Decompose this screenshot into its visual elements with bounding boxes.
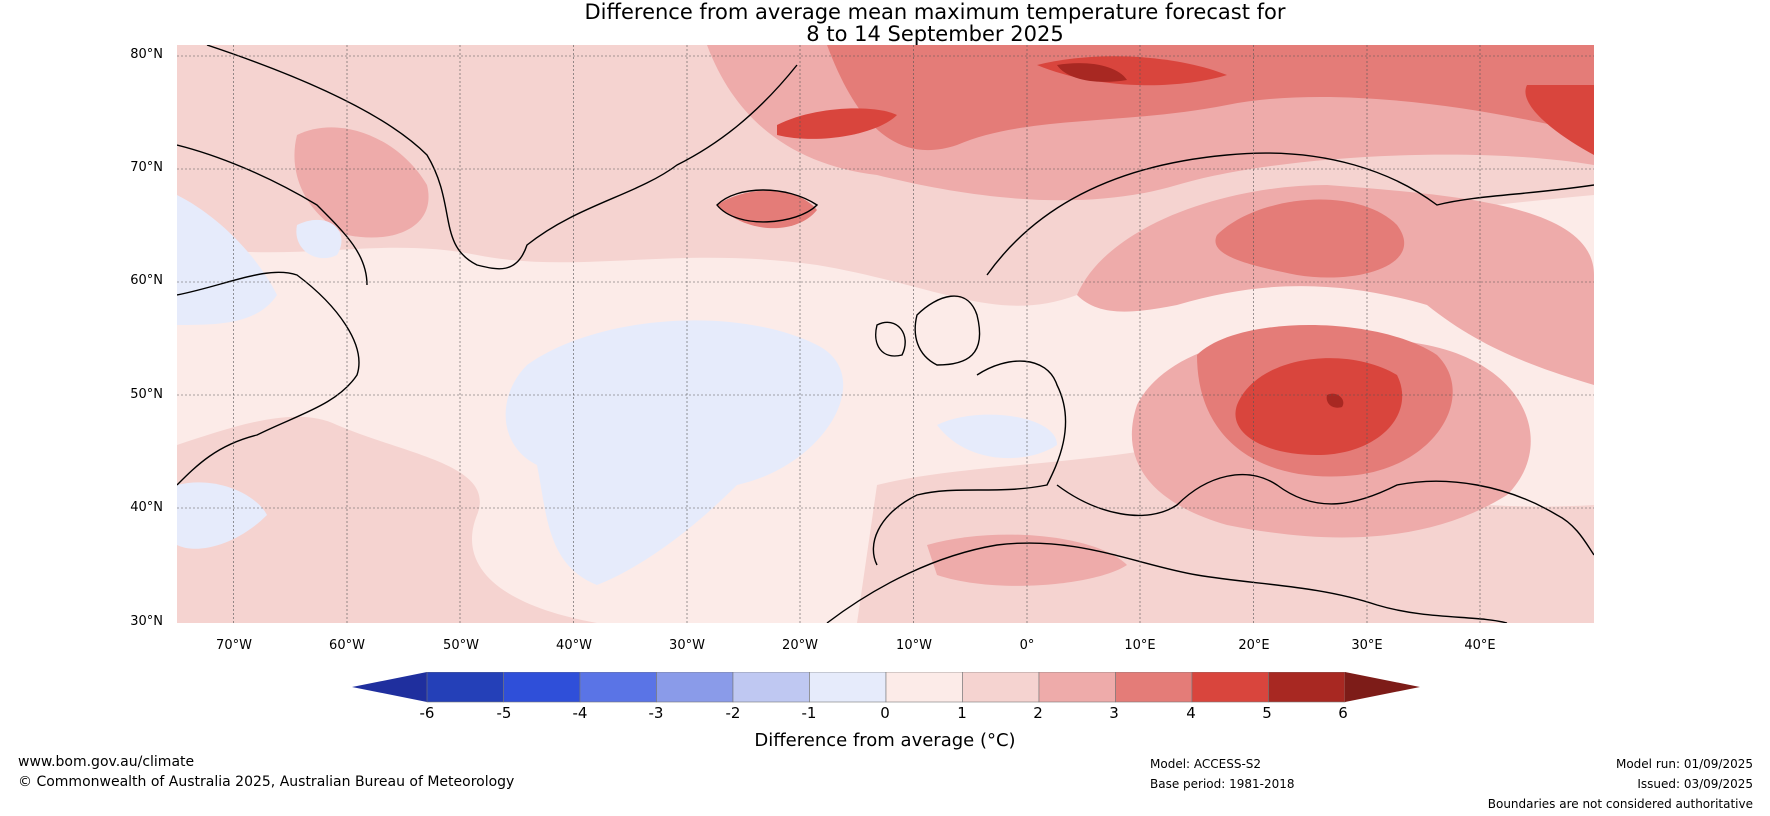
lon-label-10w: 10°W (896, 638, 932, 653)
coastlines (177, 45, 1594, 623)
map-svg (177, 45, 1594, 623)
colorbar-cell (1268, 672, 1346, 703)
lat-label-50n: 50°N (130, 387, 163, 402)
colorbar-tick-label: -1 (801, 704, 817, 722)
colorbar-cell (885, 672, 963, 703)
chart-title-line2: 8 to 14 September 2025 (806, 22, 1064, 46)
lon-label-40e: 40°E (1464, 638, 1496, 653)
colorbar-extend-high (1345, 672, 1420, 702)
colorbar-tick-label: 5 (1262, 704, 1272, 722)
lon-label-40w: 40°W (556, 638, 592, 653)
colorbar-cell (579, 672, 657, 703)
lon-label-30e: 30°E (1351, 638, 1383, 653)
very-hot-region-europe (1326, 393, 1344, 408)
lat-label-40n: 40°N (130, 500, 163, 515)
colorbar-tick-label: 0 (880, 704, 890, 722)
graticule (177, 45, 1594, 623)
hot-region-eastern-europe (1235, 358, 1403, 455)
warm-region-scandinavia (1077, 185, 1594, 385)
warm-region-southwest (177, 416, 597, 623)
lon-label-50w: 50°W (443, 638, 479, 653)
colorbar-tick-label: 4 (1186, 704, 1196, 722)
coastline-baffin-island (177, 144, 368, 286)
cool-region-labrador (177, 195, 277, 325)
lon-label-20e: 20°E (1238, 638, 1270, 653)
colorbar-extend-low (352, 672, 427, 702)
lon-label-0: 0° (1019, 638, 1035, 653)
colorbar (352, 672, 1420, 703)
lat-label-80n: 80°N (130, 47, 163, 62)
cool-region-us-east (177, 482, 267, 549)
cool-region-atlantic (505, 320, 844, 585)
footer-disclaimer: Boundaries are not considered authoritat… (1487, 797, 1753, 811)
lon-label-30w: 30°W (669, 638, 705, 653)
coastline-north-africa (826, 542, 1508, 623)
coastline-scandinavia (986, 152, 1594, 276)
colorbar-cell (962, 672, 1040, 703)
footer-base-period: Base period: 1981-2018 (1150, 777, 1295, 791)
colorbar-cell (1115, 672, 1193, 703)
cool-region-baffin (296, 219, 342, 259)
colorbar-cell (426, 672, 504, 703)
footer-copyright: © Commonwealth of Australia 2025, Austra… (18, 774, 515, 790)
colorbar-tick-label: -6 (419, 704, 435, 722)
lon-label-10e: 10°E (1124, 638, 1156, 653)
footer-model: Model: ACCESS-S2 (1150, 757, 1262, 771)
warm-region-svalbard (827, 45, 1594, 151)
forecast-map (177, 45, 1594, 623)
lat-label-70n: 70°N (130, 160, 163, 175)
colorbar-tick-label: -5 (496, 704, 512, 722)
colorbar-tick-label: 3 (1109, 704, 1119, 722)
hot-region-barents (1525, 85, 1594, 155)
coastline-greenland (206, 45, 798, 270)
colorbar-tick-label: -4 (572, 704, 588, 722)
lon-label-70w: 70°W (216, 638, 252, 653)
coastline-labrador (177, 271, 360, 486)
coastline-iceland (716, 189, 819, 223)
coastline-ireland (875, 321, 906, 357)
colorbar-cell (732, 672, 810, 703)
footer-model-run: Model run: 01/09/2025 (1615, 757, 1753, 771)
coastline-mediterranean (1056, 473, 1594, 556)
warm-region-greenland-west (294, 127, 429, 238)
colorbar-tick-label: 6 (1338, 704, 1348, 722)
colorbar-cell (1038, 672, 1116, 703)
footer-issued: Issued: 03/09/2025 (1637, 777, 1753, 791)
footer-website: www.bom.gov.au/climate (18, 754, 195, 770)
colorbar-tick-label: -3 (648, 704, 664, 722)
coastline-britain (914, 295, 981, 366)
coastline-western-europe (872, 360, 1067, 566)
warm-region-finland (1215, 199, 1405, 278)
colorbar-tick-label: 1 (957, 704, 967, 722)
lon-label-20w: 20°W (782, 638, 818, 653)
colorbar-cell (656, 672, 734, 703)
lat-label-30n: 30°N (130, 614, 163, 629)
colorbar-cell (1191, 672, 1269, 703)
very-hot-region-svalbard (1057, 63, 1127, 82)
hot-region-norwegian-sea (777, 108, 897, 139)
colorbar-tick-label: 2 (1033, 704, 1043, 722)
lon-label-60w: 60°W (329, 638, 365, 653)
lat-label-60n: 60°N (130, 273, 163, 288)
colorbar-title: Difference from average (°C) (754, 730, 1016, 751)
chart-title-line1: Difference from average mean maximum tem… (584, 0, 1286, 24)
colorbar-cell (503, 672, 581, 703)
colorbar-tick-label: -2 (725, 704, 741, 722)
colorbar-cell (809, 672, 887, 703)
